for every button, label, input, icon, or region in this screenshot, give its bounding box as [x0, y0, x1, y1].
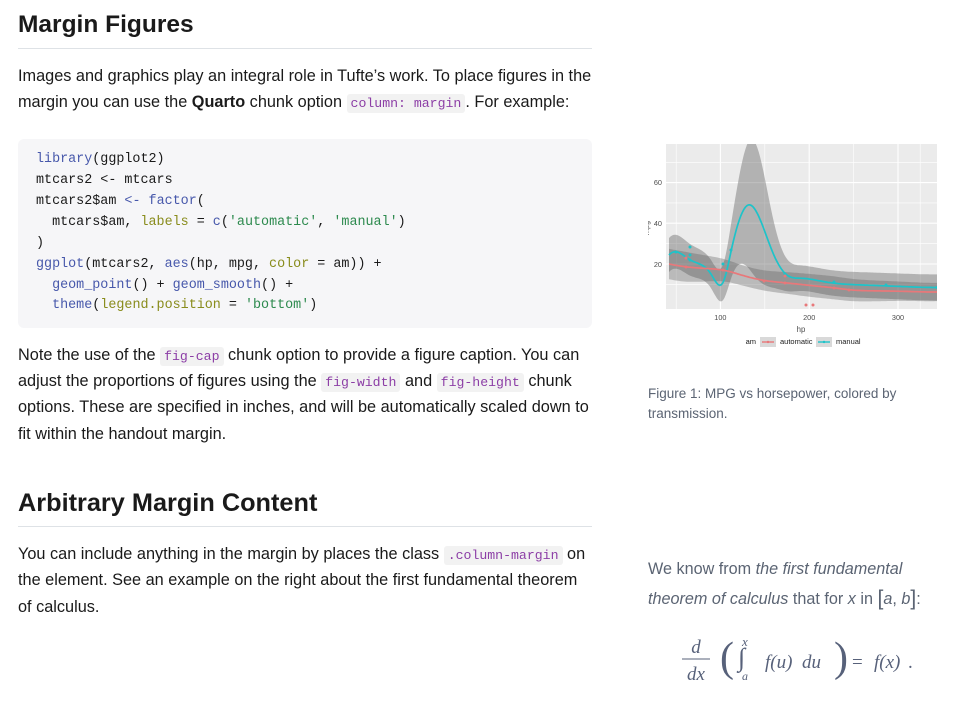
- svg-text:d: d: [691, 637, 701, 658]
- svg-text:=: =: [852, 652, 863, 673]
- svg-text:dx: dx: [687, 664, 706, 685]
- svg-text:.: .: [908, 652, 913, 673]
- svg-text:200: 200: [803, 313, 815, 322]
- svg-text:f(u): f(u): [765, 652, 792, 673]
- svg-text:manual: manual: [836, 337, 861, 346]
- svg-text:du: du: [802, 652, 821, 673]
- svg-text:20: 20: [654, 260, 662, 269]
- svg-text:f(x): f(x): [874, 652, 900, 673]
- svg-text:(: (: [720, 635, 734, 681]
- svg-text:am: am: [746, 337, 756, 346]
- svg-text:40: 40: [654, 219, 662, 228]
- svg-text:300: 300: [892, 313, 904, 322]
- svg-text:): ): [834, 635, 848, 681]
- svg-text:automatic: automatic: [780, 337, 813, 346]
- svg-text:mpg: mpg: [648, 221, 651, 235]
- svg-text:a: a: [742, 669, 748, 683]
- svg-text:60: 60: [654, 178, 662, 187]
- svg-text:hp: hp: [797, 325, 806, 334]
- svg-text:100: 100: [714, 313, 726, 322]
